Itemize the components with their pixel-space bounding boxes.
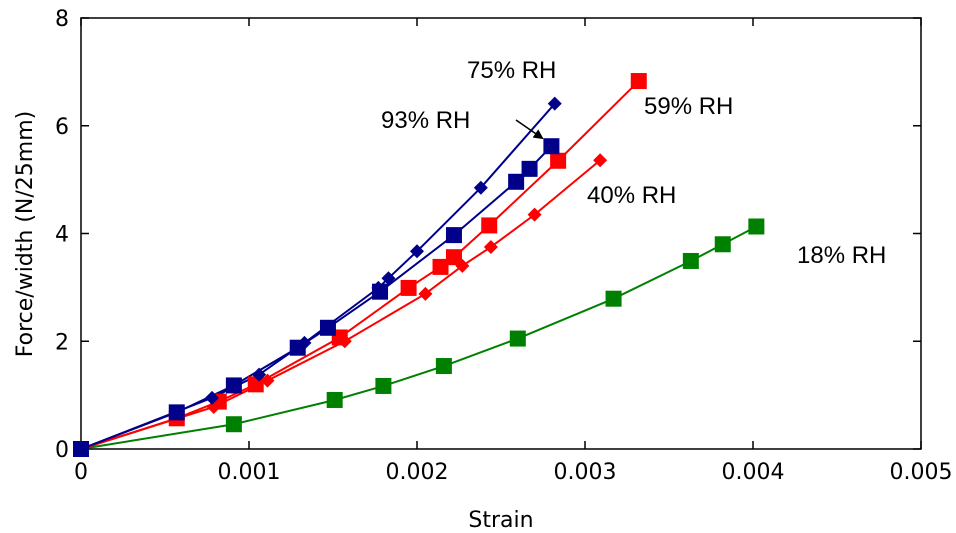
data-point-93-rh bbox=[372, 283, 389, 300]
x-axis-label: Strain bbox=[468, 508, 533, 533]
series-line-59-rh bbox=[80, 80, 640, 450]
data-point-40-rh bbox=[593, 153, 608, 168]
annotation-93-rh: 93% RH bbox=[381, 107, 470, 134]
data-point-93-rh bbox=[73, 441, 89, 457]
data-point-40-rh bbox=[418, 286, 433, 301]
series-line-18-rh bbox=[80, 225, 757, 450]
data-point-93-rh bbox=[508, 173, 525, 190]
data-point-18-rh bbox=[225, 416, 242, 433]
data-point-59-rh bbox=[445, 249, 462, 266]
x-tick-label: 0.003 bbox=[554, 460, 617, 485]
data-point-40-rh bbox=[483, 239, 498, 254]
data-point-59-rh bbox=[630, 73, 647, 90]
data-point-93-rh bbox=[445, 227, 462, 244]
y-axis-label: Force/width (N/25mm) bbox=[13, 111, 38, 357]
data-point-18-rh bbox=[748, 218, 765, 235]
data-point-18-rh bbox=[326, 391, 343, 408]
data-point-75-rh bbox=[381, 271, 396, 286]
data-point-93-rh bbox=[543, 138, 560, 155]
x-tick-label: 0.004 bbox=[722, 460, 785, 485]
axis-ticks: 0 0.001 0.002 0.003 0.004 0.005 0 2 4 6 8 bbox=[55, 7, 952, 485]
series-markers bbox=[73, 73, 765, 457]
data-point-75-rh bbox=[473, 180, 488, 195]
data-point-40-rh bbox=[260, 373, 275, 388]
data-point-18-rh bbox=[714, 236, 731, 253]
annotation-arrow bbox=[515, 119, 544, 140]
annotation-40-rh: 40% RH bbox=[587, 182, 676, 209]
data-point-59-rh bbox=[432, 258, 449, 275]
data-point-18-rh bbox=[435, 358, 452, 375]
data-point-93-rh bbox=[225, 377, 242, 394]
data-point-75-rh bbox=[205, 390, 220, 405]
data-point-59-rh bbox=[400, 279, 417, 296]
data-point-75-rh bbox=[252, 367, 267, 382]
annotation-75-rh: 75% RH bbox=[467, 57, 556, 84]
data-point-93-rh bbox=[289, 339, 306, 356]
series-lines bbox=[80, 80, 757, 450]
x-tick-label: 0.001 bbox=[218, 460, 281, 485]
data-point-18-rh bbox=[375, 377, 392, 394]
y-tick-label: 2 bbox=[55, 330, 69, 355]
data-point-93-rh bbox=[319, 319, 336, 336]
data-point-18-rh bbox=[509, 330, 526, 347]
data-point-93-rh bbox=[168, 404, 185, 421]
x-tick-label: 0 bbox=[74, 460, 88, 485]
series-line-75-rh bbox=[80, 103, 556, 450]
x-tick-label: 0.005 bbox=[890, 460, 953, 485]
y-tick-label: 4 bbox=[55, 223, 69, 248]
data-point-40-rh bbox=[527, 207, 542, 222]
y-tick-label: 6 bbox=[55, 115, 69, 140]
y-tick-label: 8 bbox=[55, 7, 69, 32]
data-point-75-rh bbox=[547, 96, 562, 111]
data-point-59-rh bbox=[481, 217, 498, 234]
annotation-59-rh: 59% RH bbox=[644, 93, 733, 120]
y-tick-label: 0 bbox=[55, 438, 69, 463]
data-point-75-rh bbox=[410, 244, 424, 259]
x-tick-label: 0.002 bbox=[386, 460, 449, 485]
annotation-18-rh: 18% RH bbox=[797, 242, 886, 269]
data-point-18-rh bbox=[605, 290, 622, 307]
data-point-93-rh bbox=[521, 160, 538, 177]
data-point-18-rh bbox=[682, 252, 699, 269]
data-point-59-rh bbox=[550, 152, 567, 169]
